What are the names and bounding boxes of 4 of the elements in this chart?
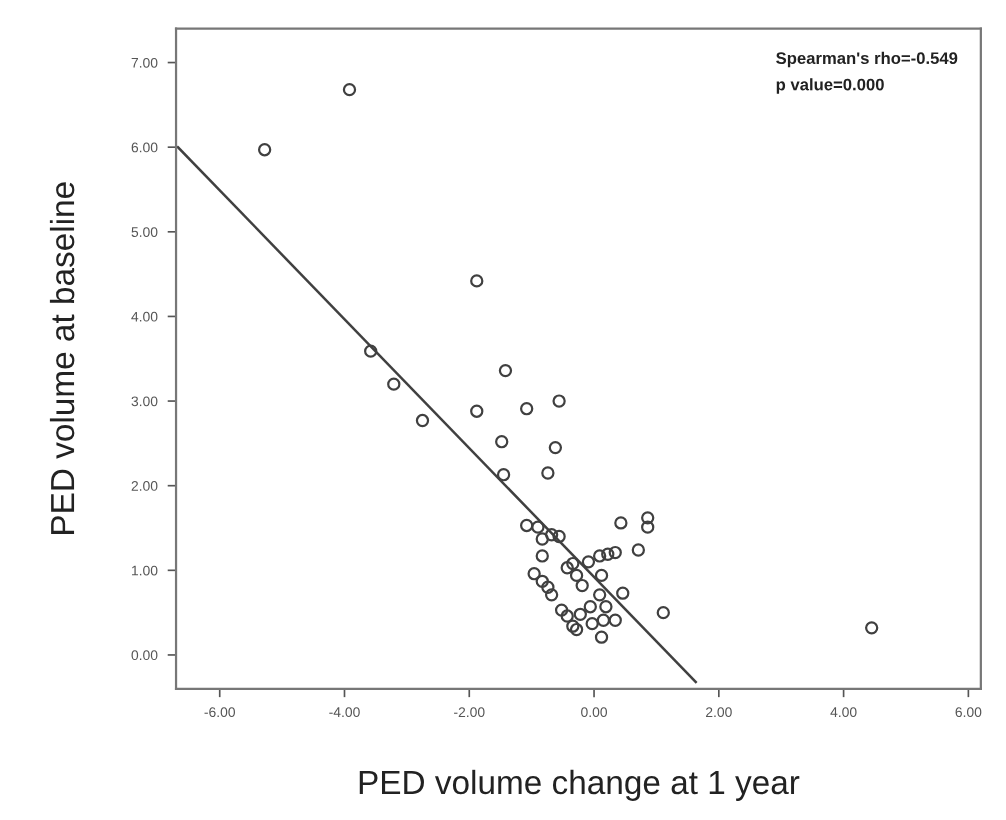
annotation: Spearman's rho=-0.549 bbox=[776, 51, 958, 68]
y-axis-title: PED volume at baseline bbox=[49, 182, 75, 534]
x-axis-title: PED volume change at 1 year bbox=[359, 769, 800, 801]
annotation: p value=0.000 bbox=[776, 78, 884, 94]
